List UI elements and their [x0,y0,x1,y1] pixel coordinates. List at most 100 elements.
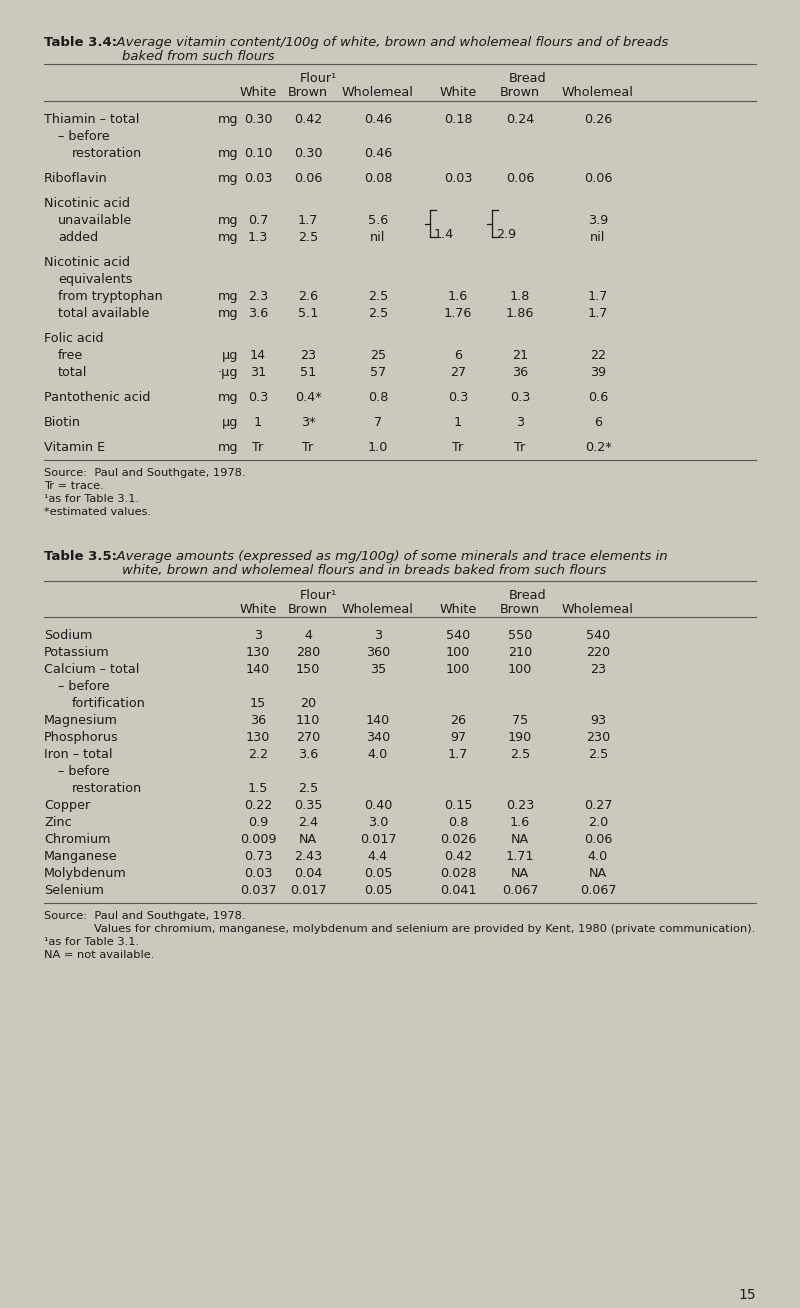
Text: Brown: Brown [288,86,328,99]
Text: Flour¹: Flour¹ [299,72,337,85]
Text: 2.2: 2.2 [248,748,268,761]
Text: ¹as for Table 3.1.: ¹as for Table 3.1. [44,937,139,947]
Text: 0.017: 0.017 [290,884,326,897]
Text: 0.8: 0.8 [368,391,388,404]
Text: mg: mg [218,215,238,228]
Text: White: White [239,86,277,99]
Text: 140: 140 [366,714,390,727]
Text: 0.22: 0.22 [244,799,272,812]
Text: Wholemeal: Wholemeal [562,603,634,616]
Text: 0.2*: 0.2* [585,441,611,454]
Text: 0.03: 0.03 [244,171,272,184]
Text: 1: 1 [454,416,462,429]
Text: 1.8: 1.8 [510,290,530,303]
Text: Chromium: Chromium [44,833,110,846]
Text: Zinc: Zinc [44,816,72,829]
Text: 0.30: 0.30 [294,146,322,160]
Text: 2.5: 2.5 [368,290,388,303]
Text: 20: 20 [300,697,316,710]
Text: 130: 130 [246,646,270,659]
Text: 2.6: 2.6 [298,290,318,303]
Text: 75: 75 [512,714,528,727]
Text: 2.5: 2.5 [588,748,608,761]
Text: Wholemeal: Wholemeal [342,603,414,616]
Text: NA: NA [511,833,529,846]
Text: 0.05: 0.05 [364,867,392,880]
Text: NA: NA [299,833,317,846]
Text: mg: mg [218,441,238,454]
Text: Thiamin – total: Thiamin – total [44,112,139,126]
Text: 0.3: 0.3 [448,391,468,404]
Text: 220: 220 [586,646,610,659]
Text: Potassium: Potassium [44,646,110,659]
Text: 36: 36 [512,366,528,379]
Text: μg: μg [222,416,238,429]
Text: Biotin: Biotin [44,416,81,429]
Text: 550: 550 [508,629,532,642]
Text: 1.7: 1.7 [588,307,608,320]
Text: 4.4: 4.4 [368,850,388,863]
Text: 3*: 3* [301,416,315,429]
Text: Riboflavin: Riboflavin [44,171,108,184]
Text: 2.4: 2.4 [298,816,318,829]
Text: 1.7: 1.7 [298,215,318,228]
Text: Copper: Copper [44,799,90,812]
Text: 140: 140 [246,663,270,676]
Text: 26: 26 [450,714,466,727]
Text: 0.26: 0.26 [584,112,612,126]
Text: 230: 230 [586,731,610,744]
Text: 2.9: 2.9 [496,229,516,242]
Text: Source:  Paul and Southgate, 1978.: Source: Paul and Southgate, 1978. [44,910,246,921]
Text: free: free [58,349,83,362]
Text: 0.3: 0.3 [510,391,530,404]
Text: 2.3: 2.3 [248,290,268,303]
Text: 2.0: 2.0 [588,816,608,829]
Text: 100: 100 [508,663,532,676]
Text: 36: 36 [250,714,266,727]
Text: 0.7: 0.7 [248,215,268,228]
Text: 0.3: 0.3 [248,391,268,404]
Text: added: added [58,232,98,245]
Text: 2.5: 2.5 [510,748,530,761]
Text: mg: mg [218,290,238,303]
Text: 2.5: 2.5 [368,307,388,320]
Text: 0.18: 0.18 [444,112,472,126]
Text: 57: 57 [370,366,386,379]
Text: 31: 31 [250,366,266,379]
Text: Phosphorus: Phosphorus [44,731,118,744]
Text: NA: NA [511,867,529,880]
Text: restoration: restoration [72,782,142,795]
Text: 3.9: 3.9 [588,215,608,228]
Text: 0.06: 0.06 [506,171,534,184]
Text: 360: 360 [366,646,390,659]
Text: Tr = trace.: Tr = trace. [44,481,104,490]
Text: 0.06: 0.06 [294,171,322,184]
Text: 0.05: 0.05 [364,884,392,897]
Text: 340: 340 [366,731,390,744]
Text: 0.42: 0.42 [444,850,472,863]
Text: Brown: Brown [500,86,540,99]
Text: 190: 190 [508,731,532,744]
Text: Source:  Paul and Southgate, 1978.: Source: Paul and Southgate, 1978. [44,468,246,477]
Text: Flour¹: Flour¹ [299,589,337,602]
Text: Calcium – total: Calcium – total [44,663,139,676]
Text: mg: mg [218,146,238,160]
Text: 2.5: 2.5 [298,232,318,245]
Text: 0.017: 0.017 [360,833,396,846]
Text: 0.067: 0.067 [580,884,616,897]
Text: 3: 3 [374,629,382,642]
Text: 1.3: 1.3 [248,232,268,245]
Text: 130: 130 [246,731,270,744]
Text: total available: total available [58,307,150,320]
Text: Table 3.5:: Table 3.5: [44,549,117,562]
Text: total: total [58,366,87,379]
Text: 1.5: 1.5 [248,782,268,795]
Text: 100: 100 [446,646,470,659]
Text: Sodium: Sodium [44,629,92,642]
Text: 4: 4 [304,629,312,642]
Text: 0.4*: 0.4* [294,391,322,404]
Text: 2.5: 2.5 [298,782,318,795]
Text: Magnesium: Magnesium [44,714,118,727]
Text: white, brown and wholemeal flours and in breads baked from such flours: white, brown and wholemeal flours and in… [122,564,606,577]
Text: 3: 3 [516,416,524,429]
